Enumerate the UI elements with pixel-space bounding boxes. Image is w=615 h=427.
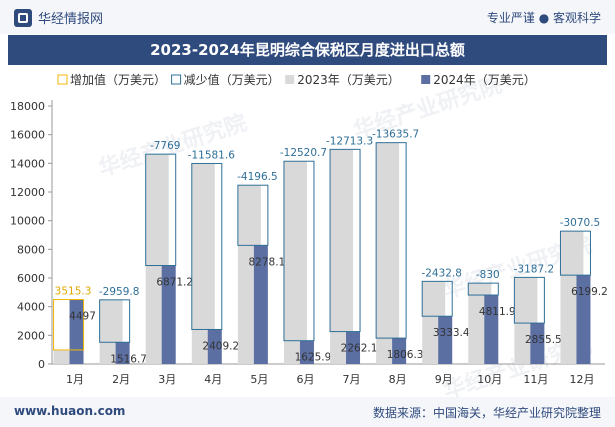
top-bar: 华经情报网 专业严谨 ● 客观科学 (0, 0, 615, 34)
x-tick-label: 10月 (477, 373, 502, 386)
legend-increase-label: 增加值（万美元） (70, 72, 166, 87)
y-tick-label: 8000 (17, 243, 45, 256)
x-tick-label: 3月 (158, 373, 176, 386)
decrease-bracket (513, 276, 545, 324)
bar-2023 (283, 161, 307, 364)
tagline: 专业严谨 ● 客观科学 (486, 11, 601, 25)
bar-2024 (115, 342, 130, 364)
value-label-2024: 1806.3 (387, 349, 424, 361)
bar-2024 (438, 316, 453, 364)
data-source: 数据来源：中国海关，华经产业研究院整理 (372, 406, 601, 420)
y-tick-label: 10000 (10, 215, 45, 228)
x-tick-label: 9月 (435, 373, 453, 386)
decrease-bracket (467, 282, 499, 296)
decrease-bracket (237, 184, 269, 246)
value-label-2024: 6199.2 (571, 286, 608, 298)
bar-2024 (69, 299, 84, 364)
value-label-2024: 1516.7 (110, 353, 147, 365)
brand: 华经情报网 (14, 8, 103, 27)
x-tick-label: 1月 (66, 373, 84, 386)
brand-logo-icon (14, 8, 32, 27)
change-label: -2432.8 (421, 267, 462, 279)
legend-2023-label: 2023年（万美元） (297, 73, 400, 87)
brand-name: 华经情报网 (38, 12, 104, 27)
y-tick-label: 14000 (10, 157, 45, 170)
decrease-bracket (375, 142, 407, 339)
change-label: -12713.3 (326, 135, 373, 147)
website-link[interactable]: www.huaon.com (14, 404, 126, 418)
legend-decrease-swatch (171, 74, 182, 85)
change-label: -12520.7 (280, 147, 327, 159)
decrease-bracket (421, 280, 453, 317)
decrease-bracket (191, 162, 223, 330)
change-label: -13635.7 (372, 129, 419, 141)
chart-area: 增加值（万美元） 减少值（万美元） 2023年（万美元） 2024年（万美元） 0 200… (10, 72, 608, 386)
value-label-2024: 6871.2 (156, 277, 193, 289)
decrease-bracket (99, 299, 131, 343)
x-tick-label: 4月 (204, 373, 222, 386)
change-label: -11581.6 (188, 149, 236, 161)
value-label-2024: 3333.4 (433, 327, 470, 339)
change-label: -830 (476, 269, 500, 281)
bar-2024 (346, 331, 361, 364)
change-label: -2959.8 (99, 286, 140, 298)
bar-2023 (376, 142, 400, 364)
bar-2024 (484, 295, 499, 364)
decrease-bracket (559, 230, 591, 276)
value-label-2024: 2855.5 (525, 334, 562, 346)
bar-2024 (392, 338, 407, 364)
x-tick-label: 7月 (343, 373, 361, 386)
value-label-2024: 4497 (69, 311, 96, 323)
change-label: 3515.3 (55, 286, 92, 298)
footer: www.huaon.com 数据来源：中国海关，华经产业研究院整理 (0, 397, 615, 427)
legend-2023-swatch (285, 75, 295, 84)
y-tick-label: 4000 (17, 301, 45, 314)
increase-bracket (53, 299, 85, 351)
x-tick-label: 5月 (250, 373, 268, 386)
bar-2023 (191, 163, 215, 364)
change-label: -4196.5 (237, 171, 278, 183)
legend-2024-label: 2024年（万美元） (433, 73, 536, 87)
value-label-2024: 2409.2 (202, 340, 239, 352)
bar-2024 (207, 329, 222, 364)
x-tick-label: 11月 (523, 373, 548, 386)
decrease-bracket (145, 153, 177, 267)
legend-decrease-label: 减少值（万美元） (184, 72, 280, 87)
legend-increase-swatch (57, 74, 68, 85)
value-label-2024: 2262.1 (341, 343, 378, 355)
change-label: -3187.2 (514, 263, 555, 275)
change-label: -7769 (150, 140, 181, 152)
y-tick-label: 18000 (10, 100, 45, 113)
decrease-bracket (329, 148, 361, 333)
value-label-2024: 4811.9 (479, 306, 516, 318)
bar-2024 (161, 265, 176, 364)
decrease-bracket (283, 160, 315, 342)
bar-2024 (576, 275, 591, 364)
value-label-2024: 8278.1 (249, 256, 286, 268)
legend-2024-swatch (421, 75, 431, 84)
y-tick-label: 2000 (17, 329, 45, 342)
y-tick-label: 16000 (10, 129, 45, 142)
bar-2023 (330, 149, 354, 364)
y-tick-label: 12000 (10, 186, 45, 199)
x-tick-label: 8月 (389, 373, 407, 386)
x-tick-label: 12月 (569, 373, 594, 386)
y-tick-label: 0 (38, 358, 45, 371)
x-tick-label: 2月 (112, 373, 130, 386)
bar-2024 (253, 245, 268, 364)
y-tick-label: 6000 (17, 272, 45, 285)
x-tick-label: 6月 (296, 373, 314, 386)
chart-title: 2023-2024年昆明综合保税区月度进出口总额 (8, 35, 607, 65)
bar-2024 (530, 323, 545, 364)
value-label-2024: 1625.9 (295, 352, 332, 364)
bar-2024 (299, 340, 314, 364)
change-label: -3070.5 (560, 217, 601, 229)
